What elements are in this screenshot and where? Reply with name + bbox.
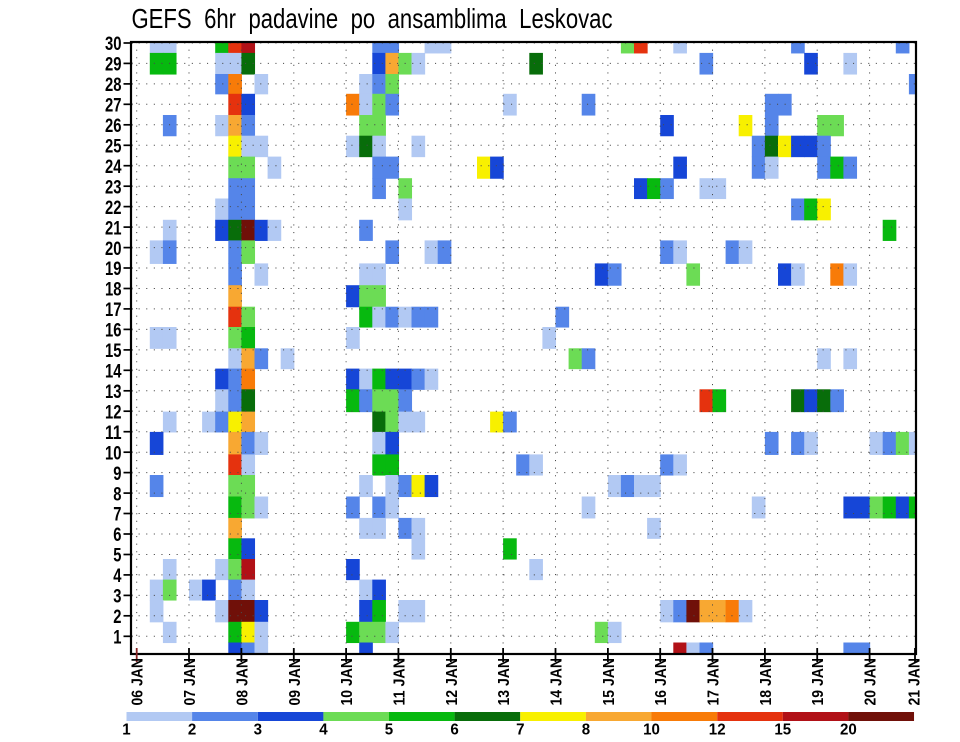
svg-text:19 JAN: 19 JAN — [810, 658, 827, 706]
svg-text:25: 25 — [105, 137, 122, 158]
svg-text:08 JAN: 08 JAN — [234, 658, 251, 706]
svg-text:11: 11 — [105, 423, 122, 444]
svg-text:26: 26 — [105, 116, 122, 137]
svg-text:20: 20 — [105, 239, 122, 260]
svg-text:9: 9 — [113, 464, 121, 485]
svg-text:12 JAN: 12 JAN — [444, 658, 461, 706]
svg-text:06 JAN: 06 JAN — [130, 658, 147, 706]
svg-text:2: 2 — [188, 722, 196, 739]
svg-text:12: 12 — [709, 722, 726, 739]
svg-text:8: 8 — [582, 722, 591, 739]
svg-text:21: 21 — [105, 218, 122, 239]
svg-text:15: 15 — [774, 722, 791, 739]
svg-text:5: 5 — [113, 546, 122, 567]
svg-text:3: 3 — [113, 587, 121, 608]
svg-text:3: 3 — [254, 722, 263, 739]
svg-text:4: 4 — [113, 566, 122, 587]
svg-text:14: 14 — [105, 362, 122, 383]
svg-text:10 JAN: 10 JAN — [339, 658, 356, 706]
svg-text:21 JAN: 21 JAN — [907, 658, 924, 706]
svg-text:2: 2 — [113, 607, 121, 628]
svg-text:14 JAN: 14 JAN — [549, 658, 566, 706]
svg-text:15 JAN: 15 JAN — [601, 658, 618, 706]
svg-text:15: 15 — [105, 341, 122, 362]
svg-text:7: 7 — [516, 722, 524, 739]
svg-text:8: 8 — [113, 484, 121, 505]
svg-text:10: 10 — [643, 722, 660, 739]
svg-text:19: 19 — [105, 259, 122, 280]
svg-text:23: 23 — [105, 177, 122, 198]
svg-text:20: 20 — [840, 722, 857, 739]
svg-text:29: 29 — [105, 55, 122, 76]
svg-text:1: 1 — [113, 628, 122, 649]
svg-text:17: 17 — [105, 300, 122, 321]
svg-text:20 JAN: 20 JAN — [863, 658, 880, 706]
svg-text:28: 28 — [105, 75, 122, 96]
svg-text:6: 6 — [113, 525, 121, 546]
svg-text:24: 24 — [105, 157, 122, 178]
svg-text:07 JAN: 07 JAN — [182, 658, 199, 706]
svg-text:5: 5 — [385, 722, 394, 739]
svg-text:7: 7 — [113, 505, 121, 526]
svg-text:16: 16 — [105, 321, 122, 342]
svg-text:27: 27 — [105, 96, 122, 117]
svg-text:17 JAN: 17 JAN — [706, 658, 723, 706]
svg-text:22: 22 — [105, 198, 122, 219]
svg-text:09 JAN: 09 JAN — [287, 658, 304, 706]
svg-text:6: 6 — [450, 722, 459, 739]
svg-text:11 JAN: 11 JAN — [391, 658, 408, 706]
svg-text:13: 13 — [105, 382, 122, 403]
svg-text:12: 12 — [105, 402, 122, 423]
svg-text:18: 18 — [105, 280, 122, 301]
svg-text:13 JAN: 13 JAN — [496, 658, 513, 706]
svg-text:16 JAN: 16 JAN — [653, 658, 670, 706]
svg-text:GEFS 6hr padavine po ansamblim: GEFS 6hr padavine po ansamblima Leskovac — [132, 3, 613, 34]
svg-text:18 JAN: 18 JAN — [758, 658, 775, 706]
svg-text:4: 4 — [319, 722, 328, 739]
svg-text:1: 1 — [122, 722, 131, 739]
svg-text:10: 10 — [105, 443, 122, 464]
svg-text:30: 30 — [105, 34, 122, 55]
